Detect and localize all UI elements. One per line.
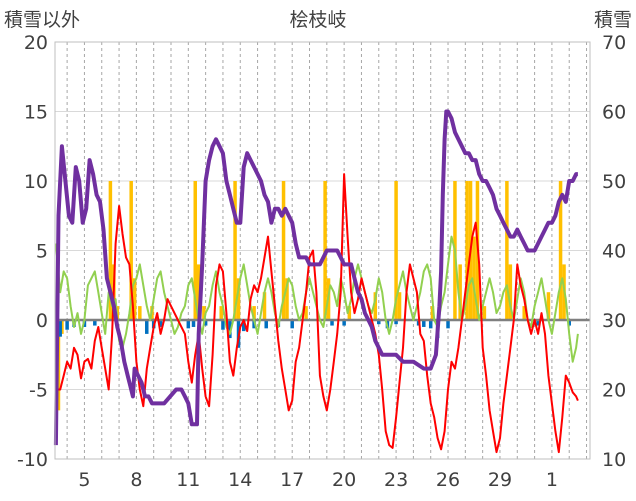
bar: [58, 320, 62, 337]
y-ticks-left: 20 15 10 5 0 -5 -10: [17, 32, 48, 471]
x-tick: 11: [176, 469, 200, 491]
series-line: [55, 173, 579, 454]
bar: [193, 181, 197, 320]
x-tick: 14: [228, 469, 252, 491]
bar: [252, 320, 256, 329]
bar: [93, 320, 97, 326]
x-tick: 23: [384, 469, 408, 491]
bar: [567, 320, 571, 326]
y-tick-right: 70: [602, 32, 626, 54]
bar: [522, 306, 526, 320]
bar: [158, 320, 163, 327]
bar: [65, 320, 69, 330]
bar: [221, 320, 225, 330]
y-tick-left: 5: [36, 241, 48, 263]
bar: [377, 320, 381, 325]
bar: [558, 181, 563, 320]
bar: [233, 181, 237, 320]
bar: [202, 306, 206, 320]
bar: [373, 292, 378, 320]
bar: [219, 306, 223, 320]
bar: [428, 320, 433, 329]
y-tick-right: 20: [602, 380, 626, 402]
bar: [508, 264, 513, 320]
y-tick-right: 30: [602, 310, 626, 332]
y-tick-left: -5: [29, 380, 48, 402]
bar: [264, 320, 268, 329]
bar: [422, 320, 426, 327]
x-tick: 5: [78, 469, 90, 491]
x-tick: 17: [280, 469, 304, 491]
series-line: [53, 109, 579, 446]
x-tick: 26: [436, 469, 460, 491]
bar: [241, 320, 246, 332]
bar: [546, 292, 551, 320]
series-lines: [53, 109, 579, 454]
y-tick-left: 0: [36, 310, 48, 332]
bar: [191, 320, 196, 327]
x-tick: 8: [130, 469, 142, 491]
y-axis-left-label: 積雪以外: [4, 9, 80, 31]
x-tick: 29: [488, 469, 512, 491]
y-tick-left: 15: [24, 102, 48, 124]
y-tick-right: 10: [602, 449, 626, 471]
bar: [347, 306, 352, 320]
bar: [290, 320, 294, 329]
bar: [252, 306, 256, 320]
bar: [342, 320, 346, 326]
bar: [446, 320, 450, 329]
y-tick-left: 20: [24, 32, 48, 54]
x-tick: 20: [332, 469, 356, 491]
bar: [472, 236, 476, 320]
bar: [430, 306, 435, 320]
bar: [129, 181, 133, 320]
bar: [536, 320, 540, 326]
bar: [394, 320, 398, 325]
bar: [458, 264, 462, 320]
y-tick-left: 10: [24, 171, 48, 193]
bar: [394, 181, 398, 320]
y-tick-right: 40: [602, 241, 626, 263]
bar: [281, 181, 286, 320]
bar: [330, 320, 334, 326]
bar: [196, 264, 201, 320]
bar: [505, 181, 509, 320]
x-tick: 1: [546, 469, 558, 491]
bar: [304, 306, 308, 320]
bar: [262, 292, 267, 320]
snow-change-bars: [54, 320, 571, 362]
y-tick-right: 50: [602, 171, 626, 193]
x-ticks: 5 8 11 14 17 20 23 26 29 1: [78, 469, 558, 491]
bar: [465, 181, 469, 320]
bar: [482, 306, 487, 320]
chart-title: 桧枝岐: [289, 9, 346, 31]
bar: [108, 181, 113, 320]
y-axis-right-label: 積雪: [594, 9, 632, 31]
bar: [186, 320, 191, 329]
bar: [132, 278, 137, 320]
bar: [236, 278, 241, 320]
bar: [397, 292, 402, 320]
bar: [138, 306, 142, 320]
bar: [145, 320, 149, 334]
y-ticks-right: 70 60 50 40 30 20 10: [602, 32, 626, 471]
bar: [285, 278, 289, 320]
bar: [203, 320, 208, 326]
y-tick-right: 60: [602, 102, 626, 124]
y-tick-left: -10: [17, 449, 48, 471]
plot-frame: [54, 41, 591, 460]
bar: [228, 320, 232, 339]
